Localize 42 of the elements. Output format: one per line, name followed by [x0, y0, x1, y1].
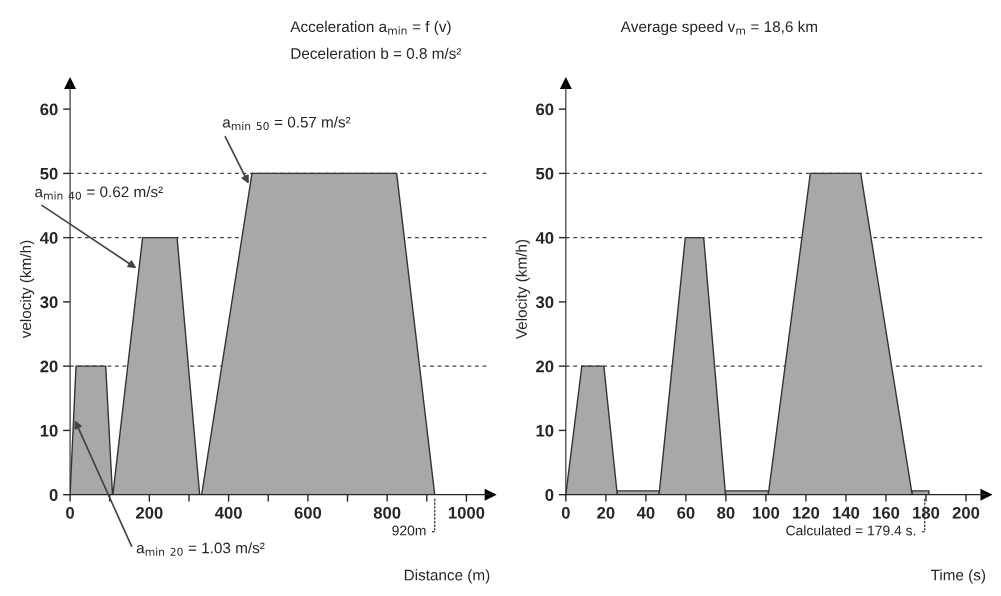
y-tick-label: 30: [535, 296, 554, 309]
x-axis-title: Time (s): [930, 569, 986, 584]
annotation: 920m: [392, 525, 426, 536]
x-tick-label: 800: [373, 506, 401, 519]
x-tick-label: 1000: [448, 506, 485, 519]
x-tick-label: 180: [913, 506, 940, 519]
x-tick-label: 140: [833, 506, 860, 519]
x-tick-label: 0: [561, 506, 570, 519]
x-tick-label: 20: [597, 506, 615, 519]
y-axis-title: velocity (km/h): [19, 240, 35, 339]
x-tick-label: 40: [636, 506, 655, 519]
y-tick-label: 10: [536, 424, 554, 437]
x-tick-label: 200: [136, 506, 163, 519]
x-tick-label: 600: [294, 506, 322, 519]
annotation: Calculated = 179.4 s.: [786, 525, 916, 536]
y-tick-label: 50: [40, 167, 58, 180]
x-tick-label: 160: [873, 506, 900, 519]
x-tick-label: 0: [66, 506, 75, 519]
y-tick-label: 60: [40, 103, 58, 116]
y-tick-label: 20: [536, 360, 554, 373]
y-tick-label: 60: [536, 103, 554, 116]
x-axis-title: Distance (m): [404, 569, 490, 584]
annotation: a$_{min 20}$ = 1.03 m/s²: [136, 542, 265, 556]
y-tick-label: 30: [40, 296, 58, 309]
text: Deceleration b = 0.8 m/s²: [291, 47, 462, 59]
x-tick-label: 200: [952, 506, 980, 519]
x-tick-label: 80: [717, 506, 735, 519]
y-tick-label: 0: [545, 489, 554, 501]
text: Average speed v$_{m}$ = 18,6 km: [620, 20, 818, 36]
y-tick-label: 10: [40, 424, 58, 437]
y-tick-label: 50: [536, 167, 554, 180]
text: Acceleration a$_{min}$ = f (v): [290, 20, 451, 36]
x-tick-label: 100: [753, 506, 780, 519]
y-tick-label: 40: [535, 232, 554, 244]
x-tick-label: 120: [793, 506, 820, 519]
x-tick-label: 400: [214, 506, 242, 519]
annotation: a$_{min 50}$ = 0.57 m/s²: [222, 116, 351, 131]
y-tick-label: 20: [40, 360, 58, 373]
y-tick-label: 40: [39, 232, 58, 244]
x-tick-label: 60: [677, 506, 695, 519]
y-tick-label: 0: [49, 489, 58, 501]
y-axis-title: Velocity (km/h): [515, 239, 530, 340]
